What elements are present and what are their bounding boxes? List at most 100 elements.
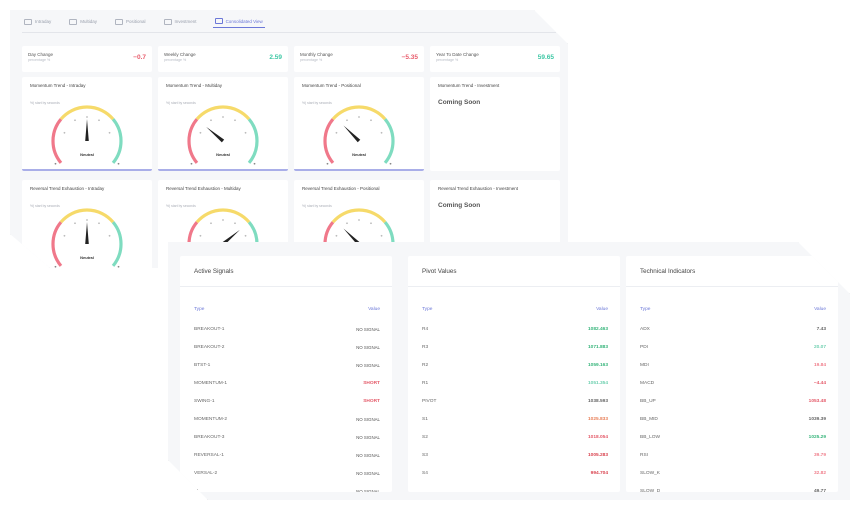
change-value: −0.7 xyxy=(133,54,146,61)
change-sub: percentage % xyxy=(164,58,187,62)
change-value: −5.35 xyxy=(401,54,418,61)
row-value: NO SIGNAL xyxy=(356,471,380,476)
row-type: BB_MID xyxy=(640,417,658,422)
gauge-tick xyxy=(63,234,66,237)
gauge-tick xyxy=(244,131,247,134)
table-row: BB_LOW 1025.29 xyxy=(640,435,826,453)
table-row: BB_MID 1039.39 xyxy=(640,417,826,435)
gauge-arc xyxy=(331,105,387,121)
gauge-card: Reversal Trend Exhaustion - Intraday %) s… xyxy=(22,180,152,268)
gauge-tick xyxy=(222,219,224,221)
card-accent-bar xyxy=(22,169,152,171)
row-type: SWING-1 xyxy=(194,399,215,404)
row-value: NO SIGNAL xyxy=(356,489,380,492)
tab-multiday[interactable]: Multiday xyxy=(67,18,99,28)
row-type: RSI xyxy=(640,453,648,458)
table-row: S3 1005.283 xyxy=(422,453,608,471)
gauge-needle xyxy=(85,222,89,244)
gauge-tick xyxy=(108,131,111,134)
card-divider xyxy=(180,286,392,287)
gauge-arc xyxy=(195,208,251,224)
row-type: S4 xyxy=(422,471,428,476)
tab-label: Investment xyxy=(174,19,197,24)
gauge-tick xyxy=(234,119,236,122)
row-value: NO SIGNAL xyxy=(356,363,380,368)
gauge: Neutral xyxy=(51,208,123,268)
gauge-tick xyxy=(222,116,224,118)
gauge-card: Momentum Trend - Positional %) start by s… xyxy=(294,77,424,171)
col-type: Type xyxy=(640,307,651,312)
gauge-title: Momentum Trend - Positional xyxy=(302,83,361,88)
gauge-tick xyxy=(234,222,236,225)
change-label: Weekly Change xyxy=(164,52,196,57)
table-row: MACD −4.44 xyxy=(640,381,826,399)
gauge-tick xyxy=(244,234,247,237)
tab-intraday[interactable]: Intraday xyxy=(22,18,53,28)
gauge-tick xyxy=(370,119,372,122)
change-label: Year To Date Change xyxy=(436,52,479,57)
change-sub: percentage % xyxy=(436,58,459,62)
row-value: 1082.463 xyxy=(587,327,608,332)
gauge-tick xyxy=(346,119,348,122)
row-value: 1053.48 xyxy=(808,399,826,404)
tab-icon xyxy=(69,18,78,25)
row-value: 1051.354 xyxy=(587,381,608,386)
row-value: 1025.833 xyxy=(587,417,608,422)
gauge-tick xyxy=(253,162,256,165)
technical-indicators-rows: ADX 7.43 PDI 20.07 MDI 19.84 MACD −4.44 BB_UP 105… xyxy=(640,327,826,492)
gauge-tick xyxy=(335,131,338,134)
row-type: -3 xyxy=(194,489,199,492)
gauge-needle xyxy=(343,228,361,246)
row-type: BB_LOW xyxy=(640,435,660,440)
table-row: MDI 19.84 xyxy=(640,363,826,381)
table-row: S2 1018.054 xyxy=(422,435,608,453)
tab-consolidated-view[interactable]: Consolidated View xyxy=(212,18,265,28)
gauge-arc xyxy=(111,118,123,164)
tab-positional[interactable]: Positional xyxy=(113,18,148,28)
gauge-tick xyxy=(210,119,212,122)
gauge-label: Neutral xyxy=(80,152,94,157)
card-divider xyxy=(626,286,838,287)
table-row: BREAKOUT-2 NO SIGNAL xyxy=(194,345,380,363)
gauge-needle xyxy=(221,229,240,246)
gauge-subtitle: %) start by seconds xyxy=(166,204,196,208)
tab-label: Positional xyxy=(126,19,146,24)
gauge-arc xyxy=(323,118,335,164)
gauge: Neutral xyxy=(51,105,123,165)
table-row: -3 NO SIGNAL xyxy=(194,489,380,492)
gauge-tick xyxy=(86,219,88,221)
table-row: BB_UP 1053.48 xyxy=(640,399,826,417)
row-type: MOMENTUM-2 xyxy=(194,417,228,422)
pivot-values-rows: R4 1082.463 R3 1071.883 R2 1059.163 R1 1051.354… xyxy=(422,327,608,489)
row-type: MDI xyxy=(640,363,649,368)
pivot-values-title: Pivot Values xyxy=(422,268,457,275)
row-value: 1025.29 xyxy=(808,435,826,440)
row-value: 1071.883 xyxy=(587,345,608,350)
table-row: R4 1082.463 xyxy=(422,327,608,345)
row-type: BREAKOUT-3 xyxy=(194,435,225,440)
tab-icon xyxy=(163,18,172,25)
tab-investment[interactable]: Investment xyxy=(162,18,199,28)
col-value: Value xyxy=(814,307,826,312)
row-type: BB_UP xyxy=(640,399,656,404)
active-signals-rows: BREAKOUT-1 NO SIGNAL BREAKOUT-2 NO SIGNAL BT… xyxy=(194,327,380,492)
tab-label: Intraday xyxy=(35,19,52,24)
table-row: RSI 39.79 xyxy=(640,453,826,471)
row-value: 1059.163 xyxy=(587,363,608,368)
gauge-tick xyxy=(370,222,372,225)
row-type: R3 xyxy=(422,345,429,350)
gauge-tick xyxy=(389,162,392,165)
table-row: R1 1051.354 xyxy=(422,381,608,399)
row-value: SHORT xyxy=(363,399,380,404)
gauge-tick xyxy=(335,234,338,237)
table-row: BREAKOUT-3 NO SIGNAL xyxy=(194,435,380,453)
col-value: Value xyxy=(368,307,380,312)
gauge-tick xyxy=(358,116,360,118)
table-row: REVERSAL-1 NO SIGNAL xyxy=(194,453,380,471)
table-row: PIVOT 1038.593 xyxy=(422,399,608,417)
coming-soon: Coming Soon xyxy=(438,202,481,209)
row-value: 1005.283 xyxy=(587,453,608,458)
table-row: MOMENTUM-1 SHORT xyxy=(194,381,380,399)
gauge-tick xyxy=(199,131,202,134)
row-type: PIVOT xyxy=(422,399,437,404)
